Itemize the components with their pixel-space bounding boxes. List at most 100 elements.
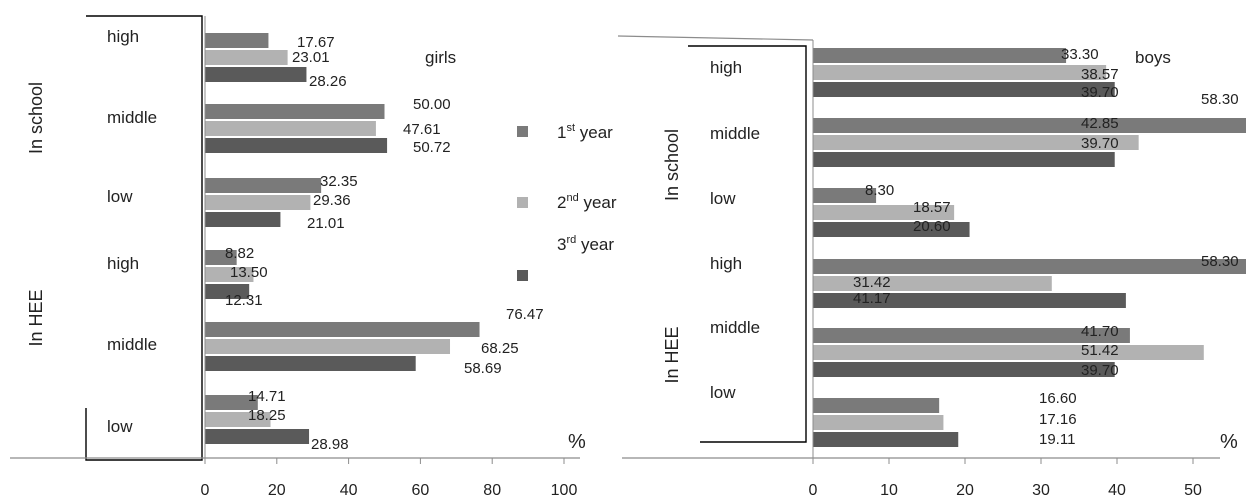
bar-girls-0-s3 (205, 67, 307, 82)
data-label: 47.61 (403, 121, 441, 138)
data-label: 29.36 (313, 192, 351, 209)
data-label: 31.42 (853, 274, 891, 291)
data-label: 17.16 (1039, 411, 1077, 428)
bar-girls-0-s2 (205, 50, 288, 65)
category-label: high (107, 254, 139, 273)
bar-girls-5-s2 (205, 412, 271, 427)
bar-boys-5-s1 (813, 398, 940, 413)
category-label: high (710, 58, 742, 77)
data-label: 17.67 (297, 34, 335, 51)
bar-girls-5-s1 (205, 395, 258, 410)
chart-title: boys (1135, 48, 1171, 67)
bar-boys-3-s1 (813, 259, 1246, 274)
data-label: 39.70 (1081, 84, 1119, 101)
data-label: 32.35 (320, 173, 358, 190)
x-tick-label: 100 (551, 482, 578, 499)
data-label: 58.30 (1201, 91, 1239, 108)
x-tick-label: 30 (1032, 482, 1050, 499)
x-axis-unit: % (568, 431, 586, 453)
bar-boys-5-s2 (813, 415, 944, 430)
bar-boys-0-s2 (813, 65, 1107, 80)
data-label: 41.70 (1081, 323, 1119, 340)
category-label: middle (710, 318, 760, 337)
category-label: high (107, 27, 139, 46)
bar-boys-0-s1 (813, 48, 1067, 63)
x-tick-label: 0 (201, 482, 210, 499)
chart-title: girls (425, 48, 456, 67)
data-label: 33.30 (1061, 46, 1099, 63)
legend-text: year (579, 193, 617, 212)
bar-girls-5-s3 (205, 429, 310, 444)
bar-girls-1-s2 (205, 121, 376, 136)
group-label: In school (26, 82, 46, 154)
category-label: low (107, 187, 133, 206)
category-label: low (710, 383, 736, 402)
category-label: high (710, 254, 742, 273)
x-tick-label: 80 (483, 482, 501, 499)
group-label: In school (662, 129, 682, 201)
data-label: 50.72 (413, 139, 451, 156)
x-tick-label: 0 (809, 482, 818, 499)
data-label: 58.30 (1201, 253, 1239, 270)
bar-girls-3-s1 (205, 250, 237, 265)
bar-boys-2-s3 (813, 222, 970, 237)
data-label: 12.31 (225, 292, 263, 309)
data-label: 58.69 (464, 360, 502, 377)
data-label: 13.50 (230, 264, 268, 281)
legend-swatch-year3 (517, 270, 528, 281)
x-axis-unit: % (1220, 431, 1238, 453)
data-label: 51.42 (1081, 342, 1119, 359)
bar-boys-3-s2 (813, 276, 1052, 291)
boys-bracket (688, 45, 807, 443)
bar-boys-1-s1 (813, 118, 1246, 133)
bar-boys-2-s1 (813, 188, 877, 203)
x-tick-label: 40 (340, 482, 358, 499)
data-label: 8.82 (225, 245, 254, 262)
data-label: 50.00 (413, 96, 451, 113)
data-label: 39.70 (1081, 362, 1119, 379)
data-label: 18.25 (248, 407, 286, 424)
bar-girls-0-s1 (205, 33, 269, 48)
boys-top-line (617, 35, 814, 41)
bar-girls-4-s3 (205, 356, 416, 371)
bar-boys-0-s3 (813, 82, 1115, 97)
x-tick-label: 10 (880, 482, 898, 499)
legend-number: 2 (557, 193, 566, 212)
bar-boys-4-s1 (813, 328, 1130, 343)
bar-boys-2-s2 (813, 205, 955, 220)
data-label: 14.71 (248, 388, 286, 405)
category-label: middle (107, 108, 157, 127)
data-label: 68.25 (481, 340, 519, 357)
x-tick-label: 20 (956, 482, 974, 499)
data-label: 41.17 (853, 290, 891, 307)
data-label: 38.57 (1081, 66, 1119, 83)
bar-girls-3-s2 (205, 267, 254, 282)
category-label: middle (710, 124, 760, 143)
bar-boys-1-s2 (813, 135, 1139, 150)
group-label: In HEE (662, 326, 682, 383)
bar-girls-4-s1 (205, 322, 480, 337)
x-tick-label: 60 (412, 482, 430, 499)
legend-text: year (575, 123, 613, 142)
data-label: 28.26 (309, 73, 347, 90)
data-label: 23.01 (292, 49, 330, 66)
data-label: 28.98 (311, 436, 349, 453)
x-tick-label: 50 (1184, 482, 1202, 499)
bar-boys-5-s3 (813, 432, 959, 447)
category-label: low (107, 417, 133, 436)
data-label: 76.47 (506, 306, 544, 323)
legend-superscript: rd (566, 234, 576, 246)
bar-boys-4-s2 (813, 345, 1204, 360)
data-label: 21.01 (307, 215, 345, 232)
legend-number: 3 (557, 235, 566, 254)
data-label: 19.11 (1039, 431, 1075, 448)
girls-bracket (85, 15, 203, 461)
bar-girls-1-s1 (205, 104, 385, 119)
data-label: 8.30 (865, 182, 894, 199)
data-label: 39.70 (1081, 135, 1119, 152)
data-label: 16.60 (1039, 390, 1077, 407)
bar-boys-3-s3 (813, 293, 1126, 308)
legend-swatch-year1 (517, 126, 528, 137)
legend-label-year3: 3rd year (557, 234, 614, 254)
